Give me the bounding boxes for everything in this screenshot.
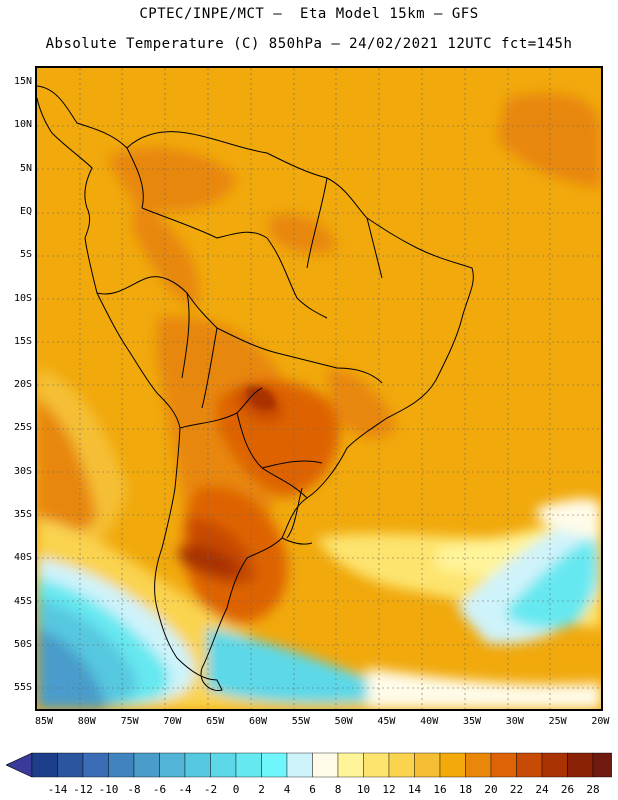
colorbar-swatch [516, 752, 543, 778]
colorbar-tick-label: 24 [535, 783, 549, 796]
colorbar-tick-label: 8 [334, 783, 342, 796]
colorbar-swatch [133, 752, 160, 778]
lon-tick-label: 85W [34, 716, 54, 727]
map-canvas [37, 68, 601, 709]
temperature-map [35, 66, 603, 711]
colorbar-swatch [414, 752, 441, 778]
colorbar-swatch [490, 752, 517, 778]
lat-tick-label: 10S [13, 292, 32, 304]
chart-title-line2: Absolute Temperature (C) 850hPa – 24/02/… [45, 36, 573, 52]
colorbar-swatch [108, 752, 135, 778]
colorbar-swatch [363, 752, 390, 778]
colorbar-swatch [31, 752, 58, 778]
colorbar-tick-label: 10 [356, 783, 371, 796]
lon-tick-label: 20W [591, 716, 610, 727]
colorbar-swatch [312, 752, 339, 778]
lat-tick-label: 50S [13, 638, 32, 650]
temperature-field [37, 93, 601, 709]
colorbar-swatch [82, 752, 109, 778]
colorbar [6, 752, 612, 778]
lat-tick-label: 5S [19, 249, 32, 261]
colorbar-tick-label: -14 [47, 783, 68, 796]
lat-tick-label: 20S [13, 379, 32, 391]
lon-tick-label: 30W [505, 716, 524, 727]
lat-tick-label: 5N [19, 162, 32, 174]
colorbar-tick-label: -2 [203, 783, 218, 796]
lat-tick-label: 25S [13, 422, 32, 434]
colorbar-swatch [159, 752, 186, 778]
country-borders [37, 85, 474, 692]
colorbar-tick-label: 4 [283, 783, 291, 796]
colorbar-tick-label: 28 [586, 783, 600, 796]
lon-tick-label: 65W [206, 716, 225, 727]
lon-tick-label: 55W [291, 716, 310, 727]
lat-tick-label: 55S [13, 682, 32, 694]
colorbar-tick-label: -4 [178, 783, 192, 796]
colorbar-swatch [439, 752, 466, 778]
colorbar-swatch [210, 752, 237, 778]
lon-tick-label: 80W [77, 716, 96, 727]
lat-tick-label: 45S [13, 595, 32, 607]
colorbar-tick-label: 12 [382, 783, 396, 796]
colorbar-tick-label: 16 [433, 783, 447, 796]
colorbar-tick-label: 22 [509, 783, 524, 796]
lat-tick-label: 35S [13, 509, 32, 520]
colorbar-under-arrow [6, 752, 33, 778]
lat-tick-label: 30S [13, 465, 32, 477]
lon-tick-label: 70W [163, 716, 182, 727]
colorbar-tick-label: 20 [484, 783, 498, 796]
colorbar-tick-label: 18 [458, 783, 473, 796]
colorbar-tick-label: 14 [407, 783, 422, 796]
colorbar-swatch [388, 752, 415, 778]
colorbar-swatch [465, 752, 492, 778]
colorbar-swatch [286, 752, 313, 778]
colorbar-swatch [567, 752, 594, 778]
lon-tick-label: 50W [334, 716, 353, 727]
colorbar-tick-label: -8 [127, 783, 141, 796]
lon-tick-label: 40W [420, 716, 439, 727]
lon-tick-label: 75W [120, 716, 139, 727]
graticule [37, 68, 601, 709]
colorbar-tick-label: -12 [73, 783, 93, 796]
colorbar-tick-label: 6 [309, 783, 316, 796]
colorbar-swatch [261, 752, 288, 778]
lon-tick-label: 35W [462, 716, 482, 727]
colorbar-tick-label: -6 [152, 783, 167, 796]
colorbar-swatch [57, 752, 84, 778]
colorbar-swatch [541, 752, 568, 778]
lat-tick-label: EQ [19, 205, 32, 217]
colorbar-swatch [592, 752, 612, 778]
lon-tick-label: 45W [377, 716, 396, 727]
colorbar-tick-label: 2 [258, 783, 265, 796]
lon-tick-label: 25W [548, 716, 567, 727]
colorbar-tick-label: -10 [98, 783, 119, 796]
chart-title-line1: CPTEC/INPE/MCT – Eta Model 15km – GFS [139, 6, 479, 22]
lat-tick-label: 10N [13, 119, 32, 131]
colorbar-swatch [337, 752, 364, 778]
lon-tick-label: 60W [248, 716, 268, 727]
colorbar-tick-label: 0 [232, 783, 240, 796]
colorbar-swatch [235, 752, 262, 778]
colorbar-tick-label: 26 [560, 783, 575, 796]
colorbar-swatch [184, 752, 211, 778]
lat-tick-label: 40S [13, 552, 32, 564]
lat-tick-label: 15S [13, 335, 32, 347]
lat-tick-label: 15N [13, 76, 32, 87]
